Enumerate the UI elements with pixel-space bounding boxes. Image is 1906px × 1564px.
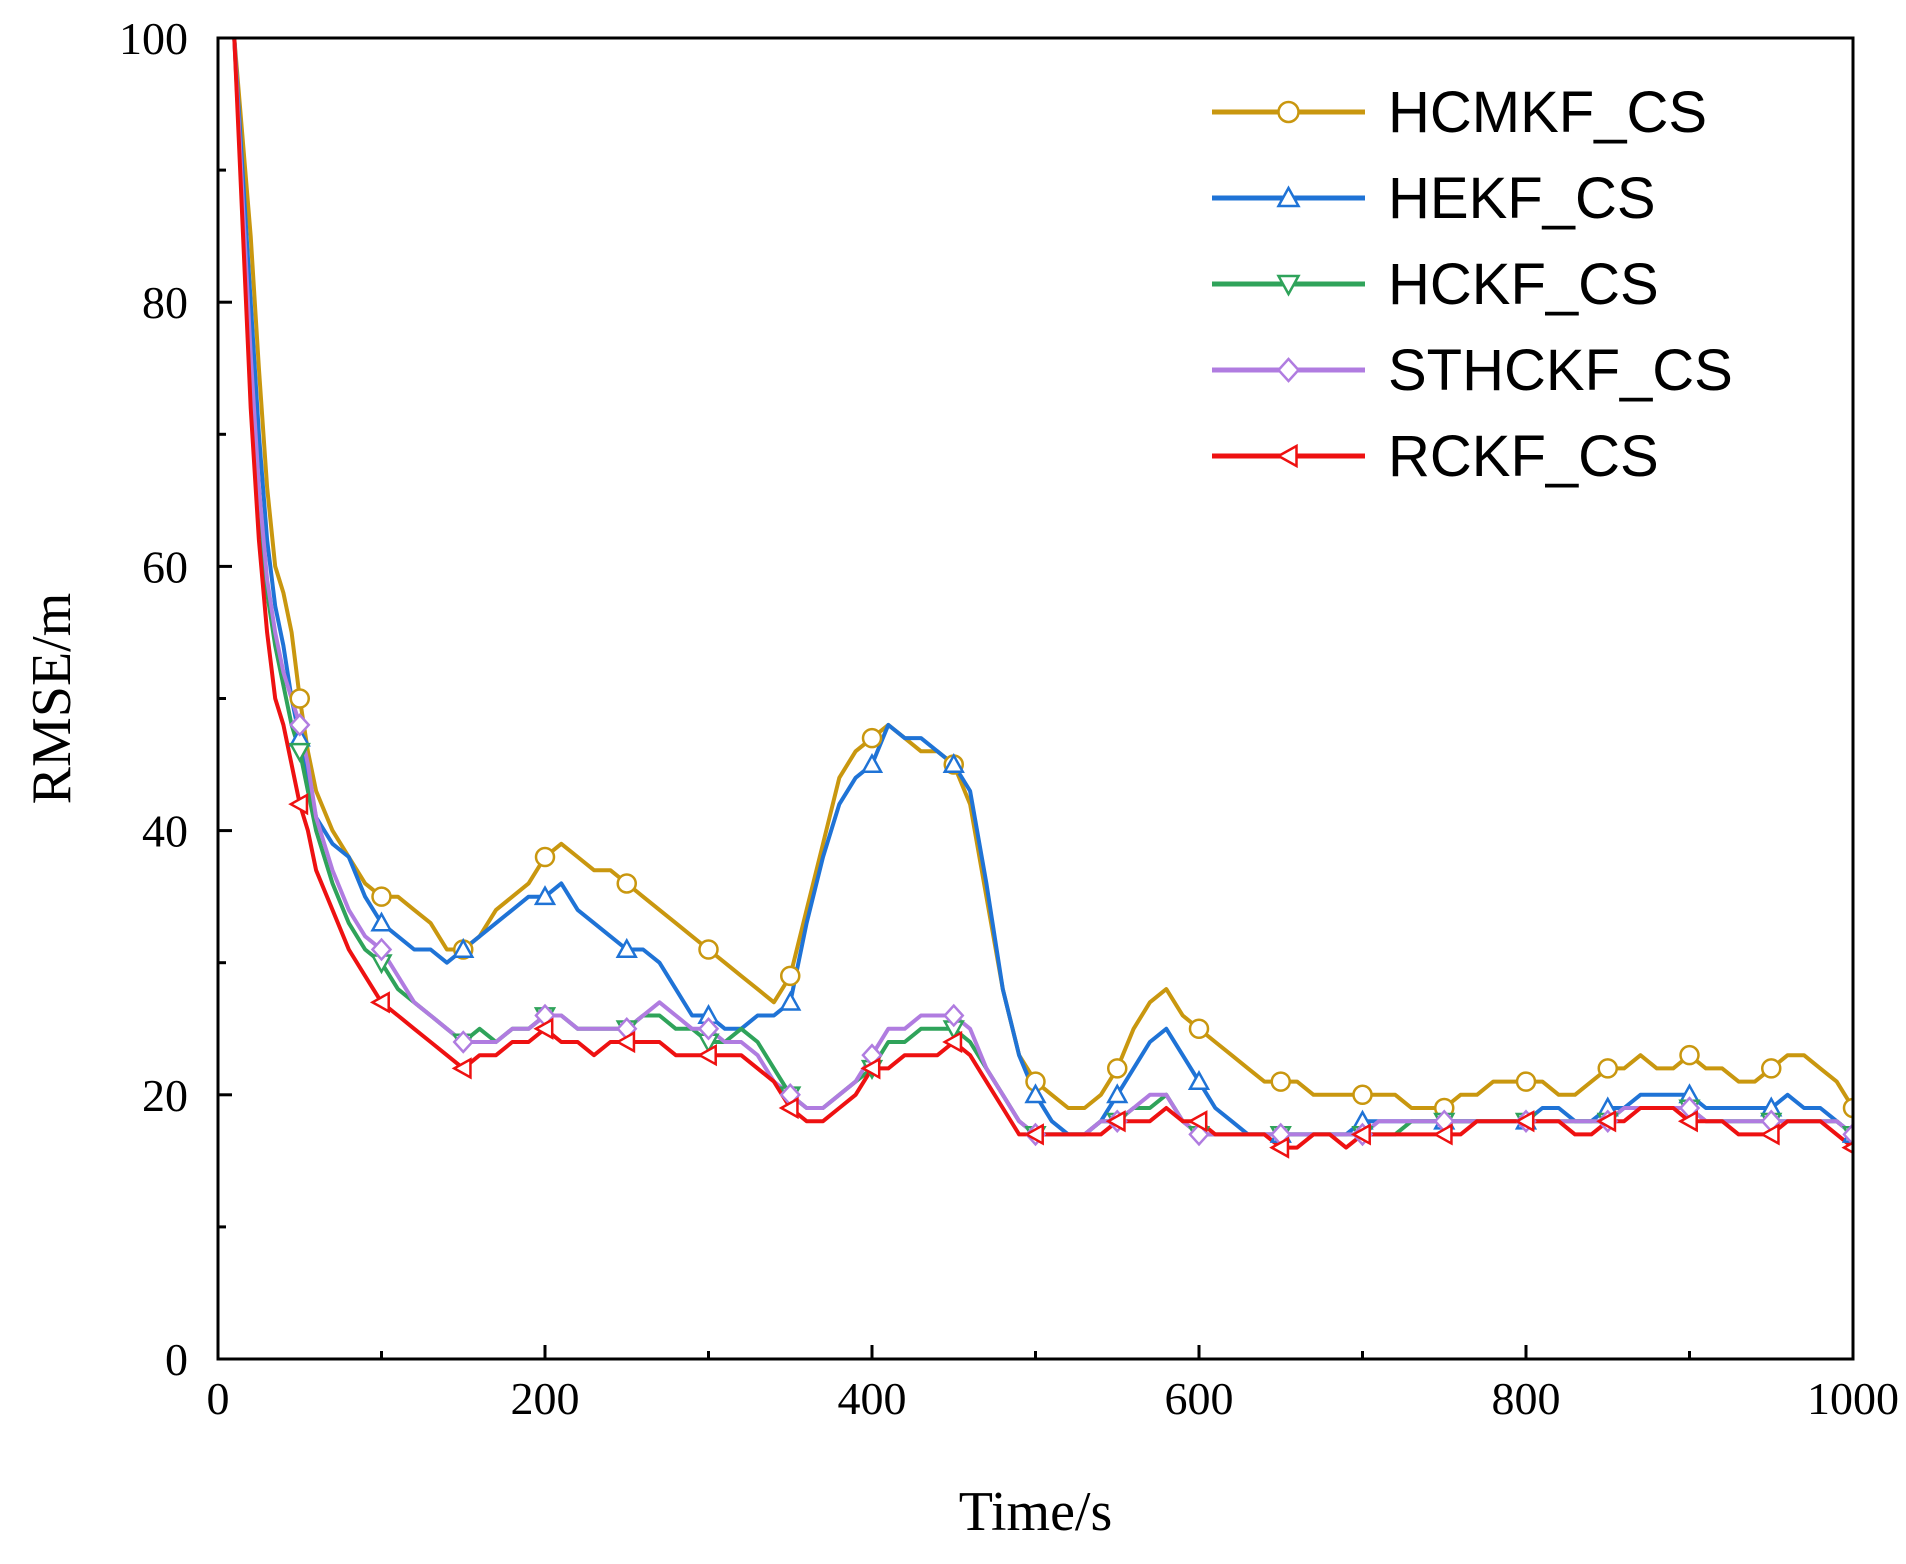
series-line-sthckf-cs [232,38,1853,1137]
marker-rckf-cs [696,1044,717,1067]
marker-sthckf-cs [697,1016,720,1041]
x-tick-label: 400 [838,1373,907,1424]
marker-hekf-cs [942,752,965,773]
marker-rckf-cs [1187,1110,1208,1133]
marker-hcmkf-cs [698,939,719,960]
legend-label: HCMKF_CS [1388,80,1707,145]
marker-hekf-cs [370,911,393,932]
marker-hcmkf-cs [1842,1097,1853,1119]
marker-hekf-cs [615,937,638,958]
plot-frame [216,36,1855,1361]
marker-hcmkf-cs [289,688,310,709]
legend-marker [1275,443,1298,469]
marker-sthckf-cs [289,713,311,737]
marker-hekf-cs [452,937,475,958]
marker-hcmkf-cs [616,873,637,894]
y-tick-label: 60 [142,541,188,592]
y-tick-label: 80 [142,277,188,328]
x-tick-label: 800 [1492,1373,1561,1424]
marker-hekf-cs [779,990,802,1011]
marker-hekf-cs [1106,1083,1129,1104]
x-tick-label: 1000 [1807,1373,1899,1424]
legend: HCMKF_CS HEKF_CS HCKF_CS STHCKF_CS RCKF_CS [1212,80,1733,489]
marker-rckf-cs [451,1057,472,1080]
marker-rckf-cs [860,1057,881,1080]
y-tick-label: 100 [119,13,188,64]
marker-sthckf-cs [1188,1122,1210,1147]
legend-item-hckf-cs: HCKF_CS [1212,252,1659,317]
marker-hcmkf-cs [1107,1058,1128,1079]
marker-hcmkf-cs [371,886,392,907]
y-tick-label: 40 [142,806,188,857]
marker-hcmkf-cs [1597,1058,1618,1079]
marker-hcmkf-cs [1515,1071,1537,1092]
legend-item-hcmkf-cs: HCMKF_CS [1212,80,1707,145]
x-tick-label: 200 [511,1373,580,1424]
legend-marker [1276,274,1301,297]
marker-hekf-cs [533,885,557,906]
marker-rckf-cs [1596,1110,1617,1133]
marker-rckf-cs [1105,1110,1126,1133]
marker-hekf-cs [860,752,884,773]
marker-hekf-cs [1024,1083,1047,1104]
x-axis-ticks: 0 200 400 600 800 1000 [207,1345,1899,1424]
legend-label: HEKF_CS [1388,166,1656,231]
y-tick-label: 20 [142,1070,188,1121]
marker-hcmkf-cs [861,727,883,749]
marker-hckf-cs [288,742,311,763]
marker-rckf-cs [1432,1123,1453,1146]
plot-lines [232,38,1853,1150]
marker-hcmkf-cs [1761,1058,1782,1079]
marker-rckf-cs [615,1030,636,1054]
marker-hcmkf-cs [1679,1044,1700,1066]
x-tick-label: 0 [207,1373,230,1424]
x-tick-label: 600 [1165,1373,1234,1424]
y-tick-label: 0 [165,1334,188,1385]
marker-hcmkf-cs [1352,1084,1373,1106]
marker-rckf-cs [1350,1123,1371,1146]
plot-markers [288,688,1853,1159]
marker-rckf-cs [533,1017,554,1040]
legend-label: RCKF_CS [1388,424,1659,489]
series-line-hekf-cs [232,38,1853,1137]
x-axis-title: Time/s [959,1481,1113,1543]
marker-rckf-cs [369,991,390,1014]
marker-hcmkf-cs [1270,1071,1291,1092]
legend-label: STHCKF_CS [1388,338,1733,403]
legend-item-hekf-cs: HEKF_CS [1212,166,1656,231]
legend-marker [1276,357,1301,383]
marker-rckf-cs [1514,1110,1535,1133]
marker-sthckf-cs [943,1003,965,1028]
legend-item-rckf-cs: RCKF_CS [1212,424,1659,489]
legend-marker [1276,185,1301,208]
marker-rckf-cs [1269,1136,1290,1159]
marker-rckf-cs [288,793,309,816]
marker-hcmkf-cs [1188,1018,1210,1039]
marker-hekf-cs [1187,1070,1211,1091]
marker-rckf-cs [1023,1123,1044,1146]
legend-marker [1277,100,1300,124]
legend-label: HCKF_CS [1388,252,1659,317]
y-axis-ticks: 0 20 40 60 80 100 [119,13,232,1385]
marker-hcmkf-cs [534,846,556,868]
marker-sthckf-cs [1842,1122,1853,1147]
legend-item-sthckf-cs: STHCKF_CS [1212,338,1733,403]
series-line-rckf-cs [232,38,1853,1150]
marker-sthckf-cs [370,937,393,962]
marker-rckf-cs [778,1096,799,1120]
marker-sthckf-cs [452,1030,474,1054]
y-axis-title: RMSE/m [21,593,83,805]
marker-rckf-cs [942,1030,963,1054]
marker-rckf-cs [1677,1110,1698,1133]
marker-hcmkf-cs [780,965,801,987]
marker-rckf-cs [1759,1123,1780,1146]
